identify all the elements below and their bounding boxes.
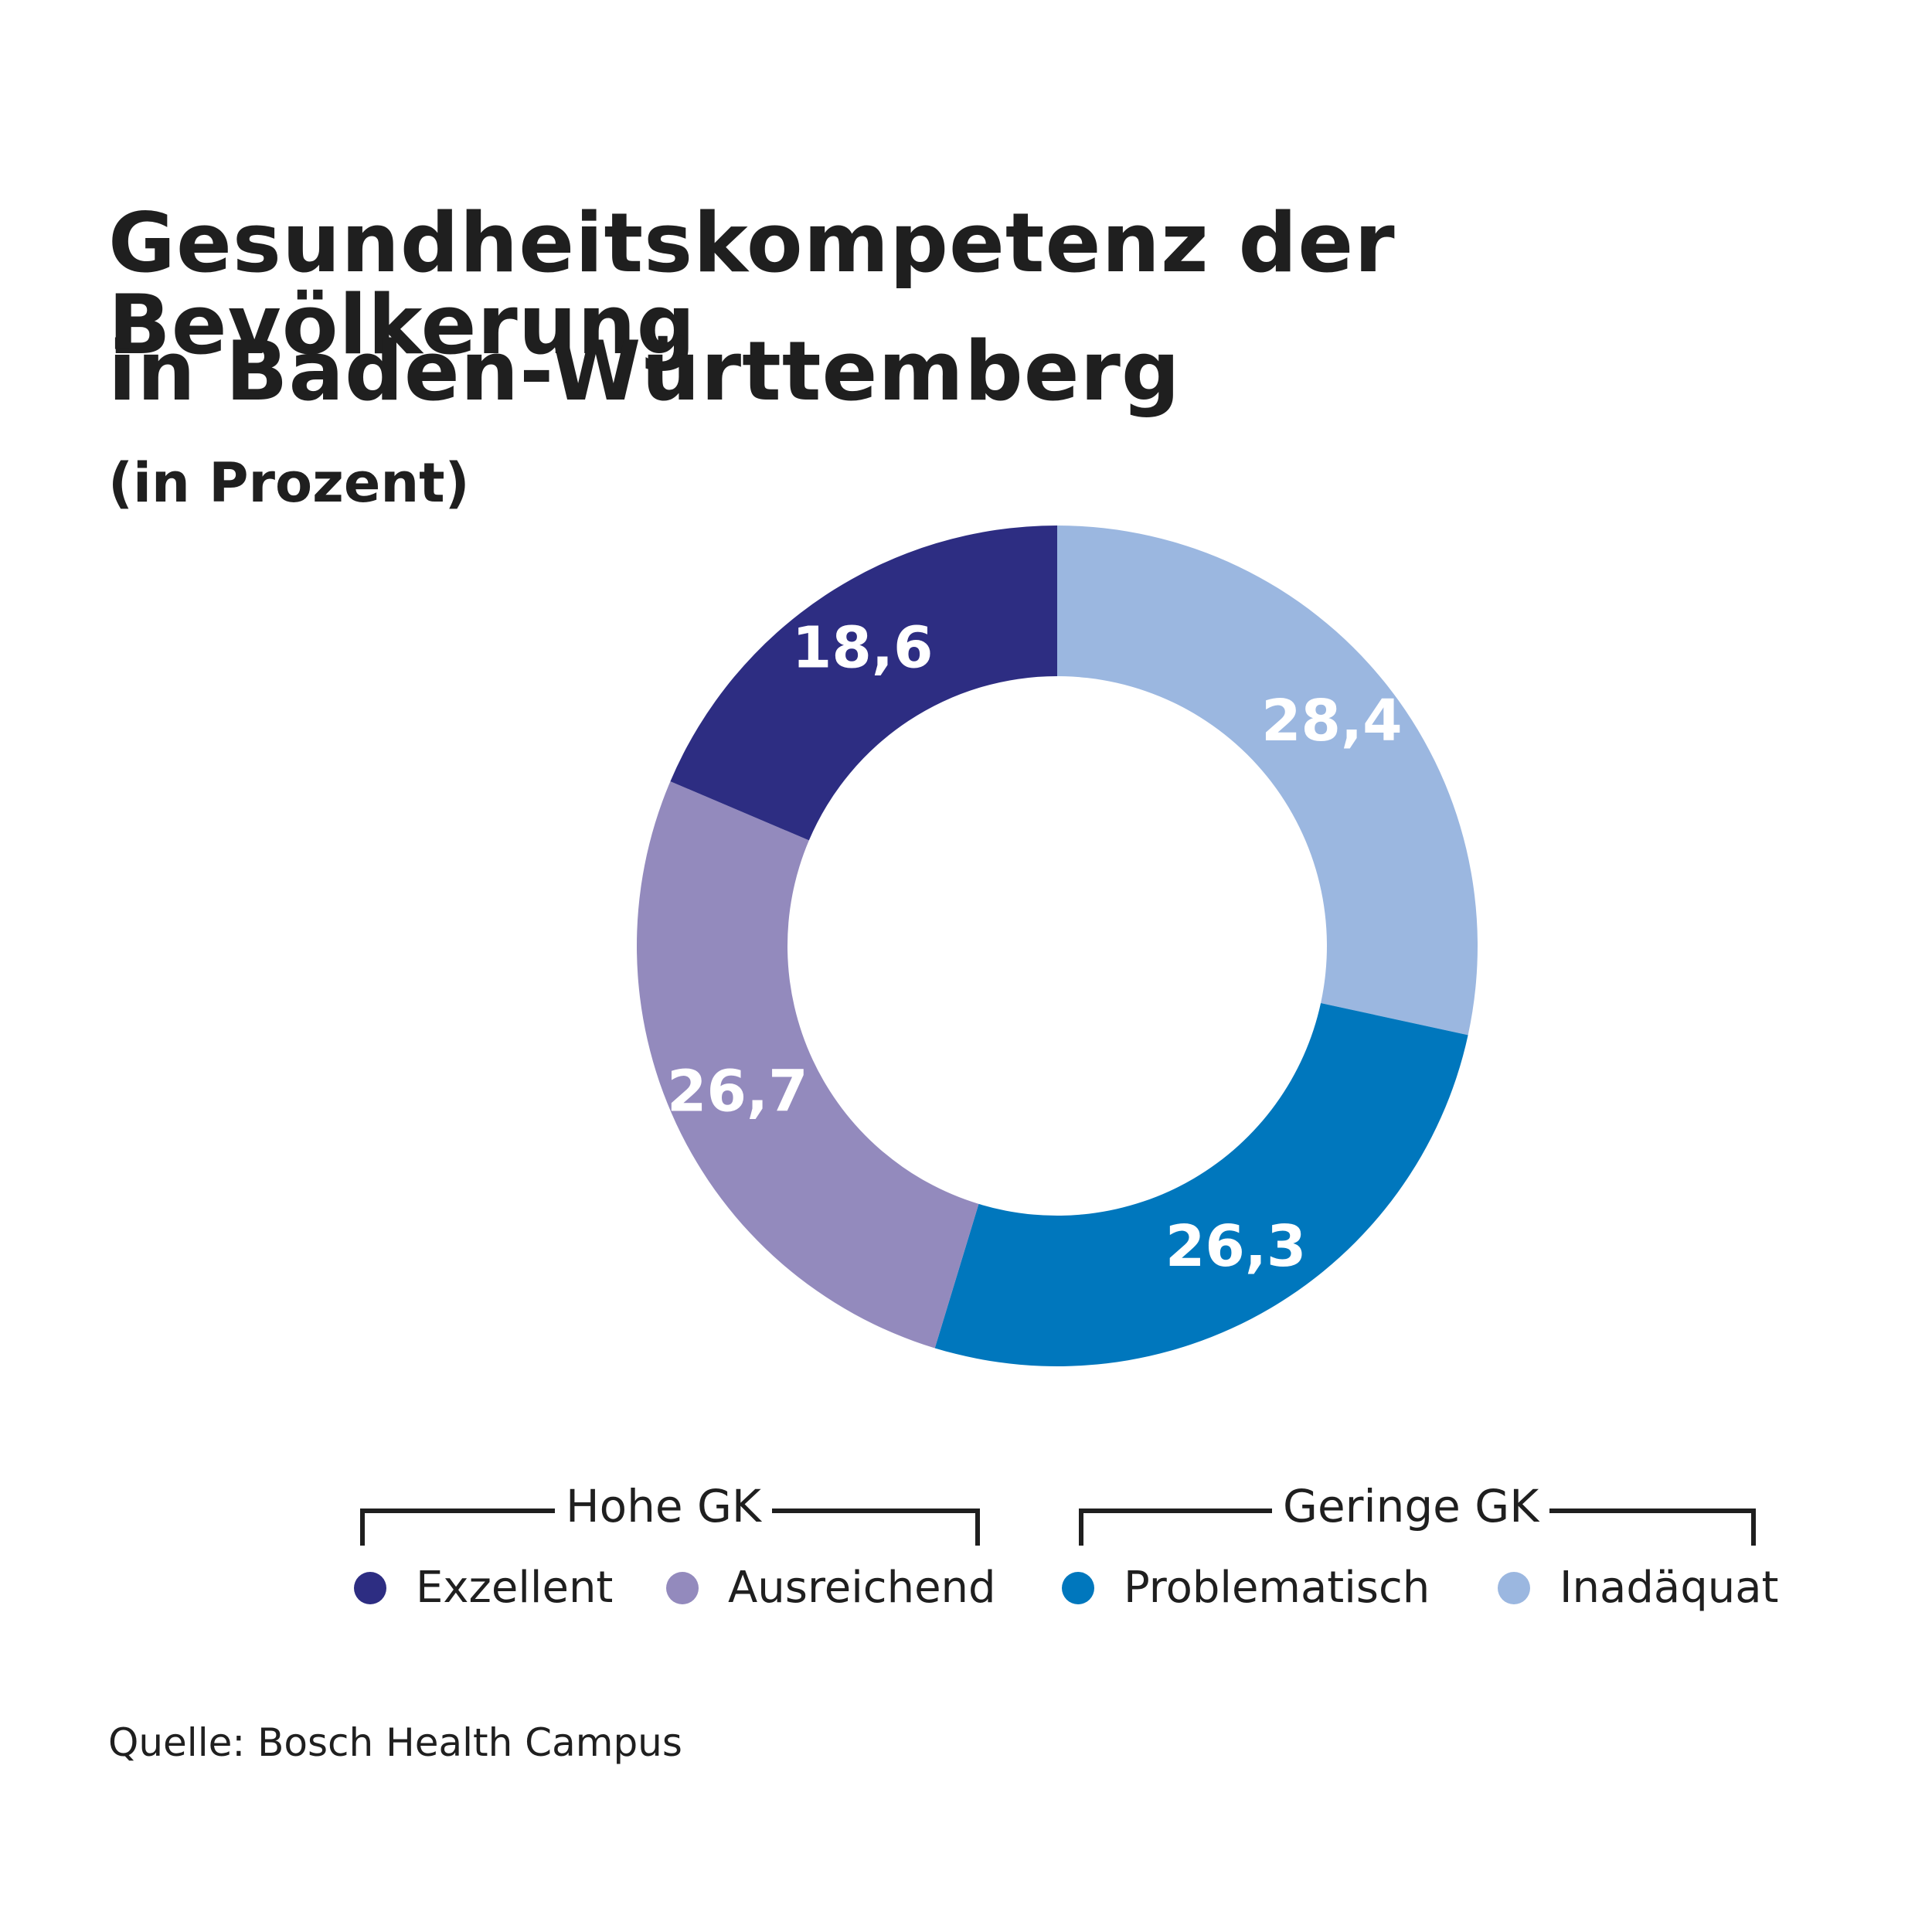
legend-group-label: Geringe GK [1272,1484,1550,1529]
legend-group-bracket-left [1079,1509,1083,1546]
data-label-problematisch: 26,3 [1165,1213,1307,1280]
data-label-exzellent: 18,6 [792,615,934,682]
legend-swatch-ausreichend [666,1571,699,1604]
legend-group-bracket-right [975,1509,980,1546]
legend-swatch-exzellent [354,1571,386,1604]
donut-slice-exzellent [670,526,1057,841]
data-label-inadquat: 28,4 [1261,688,1403,754]
legend-group-bracket-left [360,1509,365,1546]
donut-slice-ausreichend [636,781,979,1349]
legend-item-ausreichend: Ausreichend [666,1563,996,1613]
legend-label: Problematisch [1124,1563,1430,1613]
legend-group-geringe-gk: Geringe GK [1079,1484,1756,1546]
legend-swatch-problematisch [1062,1571,1094,1604]
legend-item-inadaquat: Inadäquat [1498,1563,1779,1613]
legend-group-hohe-gk: Hohe GK [360,1484,980,1546]
legend-group-bracket-right [1751,1509,1756,1546]
legend-label: Ausreichend [728,1563,996,1613]
source-note: Quelle: Bosch Health Campus [108,1720,682,1765]
chart-subtitle: (in Prozent) [108,451,470,515]
legend-item-exzellent: Exzellent [354,1563,613,1613]
chart-title-line-2: in Baden-Württemberg [108,324,1181,419]
chart-title-line-1: Gesundheitskompetenz der Bevölkerung [108,196,1396,372]
legend-item-problematisch: Problematisch [1062,1563,1430,1613]
legend-label: Inadäquat [1560,1563,1779,1613]
legend-swatch-inadaquat [1498,1571,1530,1604]
donut-slice-problematisch [934,1002,1468,1367]
donut-slice-inadquat [1057,526,1478,1036]
data-label-ausreichend: 26,7 [667,1059,808,1125]
legend-label: Exzellent [416,1563,614,1613]
legend-group-label: Hohe GK [555,1484,772,1529]
